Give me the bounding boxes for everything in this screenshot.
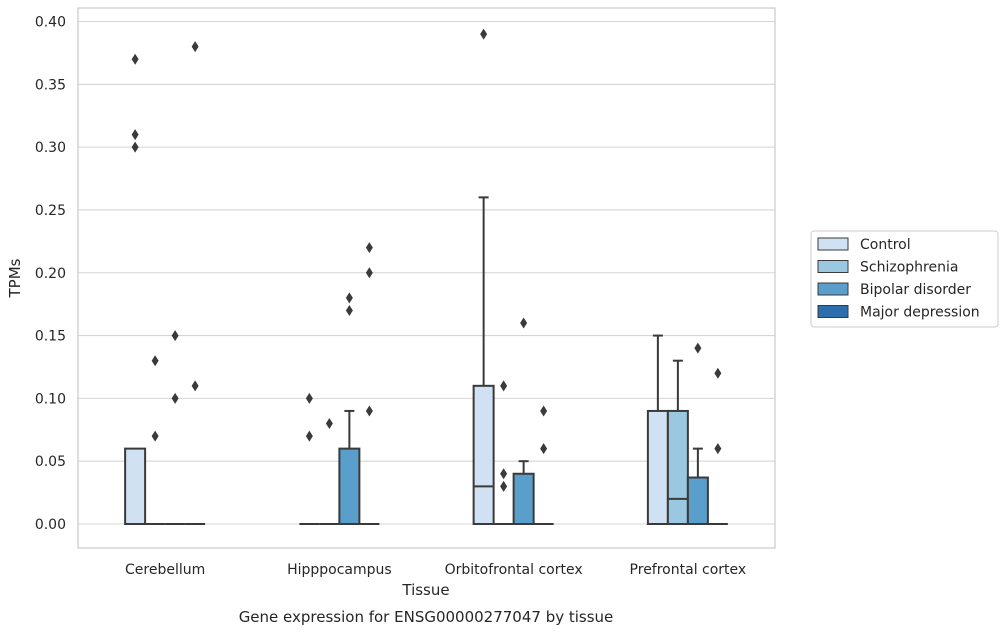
box-group xyxy=(165,330,186,525)
box-group xyxy=(319,418,340,525)
legend-swatch xyxy=(817,305,849,318)
box-group xyxy=(338,292,361,525)
outlier-point xyxy=(365,405,373,417)
box-group xyxy=(686,342,709,525)
x-tick-label: Hipppocampus xyxy=(287,562,392,578)
box-group xyxy=(359,242,380,525)
y-tick-label: 0.20 xyxy=(35,266,66,282)
y-tick-label: 0.25 xyxy=(35,203,66,219)
y-tick-label: 0.30 xyxy=(35,140,66,156)
box-group xyxy=(145,355,166,525)
box-group xyxy=(299,392,320,525)
outlier-point xyxy=(325,418,333,429)
outlier-point xyxy=(365,242,373,254)
x-tick-label: Cerebellum xyxy=(125,562,205,578)
box xyxy=(338,447,361,525)
x-axis-label: Tissue xyxy=(401,581,449,599)
box-group xyxy=(124,53,147,525)
outlier-point xyxy=(171,392,179,404)
boxes-layer xyxy=(124,28,728,525)
legend-label: Schizophrenia xyxy=(860,260,958,276)
outlier-point xyxy=(480,28,488,40)
y-tick-labels: 0.00 0.05 0.10 0.15 0.20 0.25 0.30 0.35 0.40 xyxy=(35,15,66,534)
plot-frame xyxy=(77,7,776,549)
outlier-point xyxy=(714,367,722,379)
box-group xyxy=(185,41,206,525)
outlier-point xyxy=(131,53,139,65)
outlier-point xyxy=(345,292,353,304)
outlier-point xyxy=(540,443,548,455)
x-tick-labels: Cerebellum Hipppocampus Orbitofrontal cort… xyxy=(125,562,746,578)
outlier-point xyxy=(191,380,199,392)
outlier-point xyxy=(365,267,373,279)
y-tick-label: 0.10 xyxy=(35,391,66,407)
legend-swatch xyxy=(817,282,849,296)
y-axis-label: TPMs xyxy=(6,258,24,298)
outlier-point xyxy=(171,330,179,342)
outlier-point xyxy=(131,129,139,141)
y-tick-label: 0.40 xyxy=(35,15,66,31)
box xyxy=(512,472,535,525)
legend-frame xyxy=(810,230,999,328)
y-tick-label: 0.15 xyxy=(35,329,66,345)
outlier-point xyxy=(345,304,353,316)
legend-swatch xyxy=(817,260,849,273)
box xyxy=(686,476,709,525)
box xyxy=(666,409,689,525)
legend-label: Bipolar disorder xyxy=(860,282,971,298)
outlier-point xyxy=(714,443,722,455)
y-tick-label: 0.05 xyxy=(35,454,66,470)
legend-label: Control xyxy=(860,237,911,253)
y-tick-label: 0.00 xyxy=(35,517,66,533)
box xyxy=(646,409,669,525)
legend-label: Major depression xyxy=(860,305,980,321)
box-group xyxy=(512,317,535,525)
outlier-point xyxy=(191,41,199,53)
outlier-point xyxy=(305,392,313,404)
x-tick-label: Orbitofrontal cortex xyxy=(445,562,583,578)
outlier-point xyxy=(500,468,508,480)
outlier-point xyxy=(500,480,508,492)
box-group xyxy=(666,359,689,525)
box-group xyxy=(472,28,495,525)
outlier-point xyxy=(694,342,702,354)
outlier-point xyxy=(500,380,508,392)
chart-caption: Gene expression for ENSG00000277047 by t… xyxy=(239,608,614,626)
legend: Control Schizophrenia Bipolar disorder Majo… xyxy=(810,230,999,328)
x-tick-label: Prefrontal cortex xyxy=(630,562,747,578)
outlier-point xyxy=(305,430,313,442)
box-group xyxy=(707,367,728,525)
outlier-point xyxy=(131,141,139,153)
box xyxy=(124,447,147,525)
outlier-point xyxy=(151,355,159,367)
outlier-point xyxy=(151,430,159,442)
legend-swatch xyxy=(817,237,849,251)
outlier-point xyxy=(540,405,548,417)
box xyxy=(472,384,495,525)
box-group xyxy=(533,405,554,525)
box-group xyxy=(493,380,514,525)
outlier-point xyxy=(520,317,528,329)
y-tick-label: 0.35 xyxy=(35,77,66,93)
